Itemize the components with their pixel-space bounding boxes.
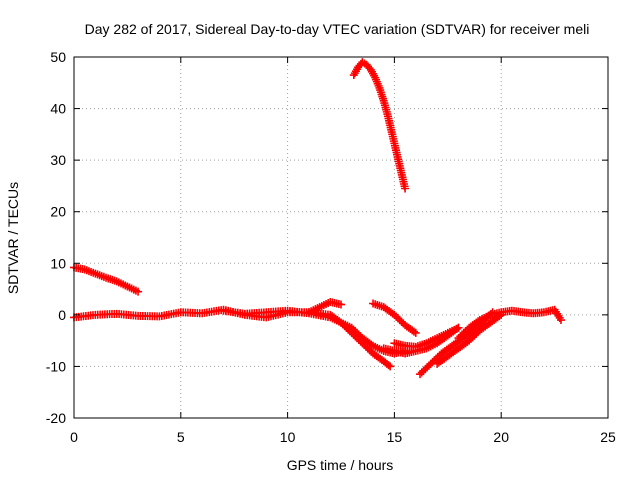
y-tick-label: 10 bbox=[50, 255, 66, 271]
y-tick-label: 50 bbox=[50, 49, 66, 65]
x-tick-label: 10 bbox=[280, 429, 296, 445]
series-arc-8 bbox=[390, 323, 463, 351]
data-point bbox=[409, 327, 418, 336]
data-points bbox=[70, 58, 566, 379]
data-point bbox=[401, 184, 410, 193]
x-tick-label: 25 bbox=[600, 429, 616, 445]
x-tick-label: 20 bbox=[493, 429, 509, 445]
series-arc-10 bbox=[433, 310, 506, 368]
y-tick-label: 30 bbox=[50, 152, 66, 168]
x-tick-label: 0 bbox=[70, 429, 78, 445]
y-tick-label: 40 bbox=[50, 101, 66, 117]
series-arc-5 bbox=[304, 308, 395, 371]
data-point bbox=[411, 328, 420, 337]
x-axis-label: GPS time / hours bbox=[287, 457, 394, 473]
data-point bbox=[454, 323, 463, 332]
chart-title: Day 282 of 2017, Sidereal Day-to-day VTE… bbox=[85, 21, 590, 37]
y-tick-label: -20 bbox=[46, 410, 66, 426]
axis-ticks: 0 5 10 15 20 25 -20 -10 0 10 20 30 40 50 bbox=[46, 49, 616, 445]
grid bbox=[74, 57, 608, 418]
data-point bbox=[337, 300, 345, 309]
data-point bbox=[134, 287, 143, 296]
series-arc-11 bbox=[454, 305, 566, 343]
data-point bbox=[384, 361, 393, 370]
data-point bbox=[557, 316, 566, 325]
series-arc-6 bbox=[369, 299, 420, 337]
plot-frame bbox=[73, 56, 609, 419]
y-tick-label: 20 bbox=[50, 204, 66, 220]
y-axis-label: SDTVAR / TECUs bbox=[5, 182, 21, 294]
series-arc-3 bbox=[70, 297, 345, 322]
x-tick-label: 15 bbox=[387, 429, 403, 445]
x-tick-label: 5 bbox=[177, 429, 185, 445]
series-arc-1 bbox=[70, 263, 143, 296]
y-tick-label: -10 bbox=[46, 358, 66, 374]
series-arc-2 bbox=[349, 58, 410, 193]
data-point bbox=[386, 362, 395, 371]
y-tick-label: 0 bbox=[58, 307, 66, 323]
